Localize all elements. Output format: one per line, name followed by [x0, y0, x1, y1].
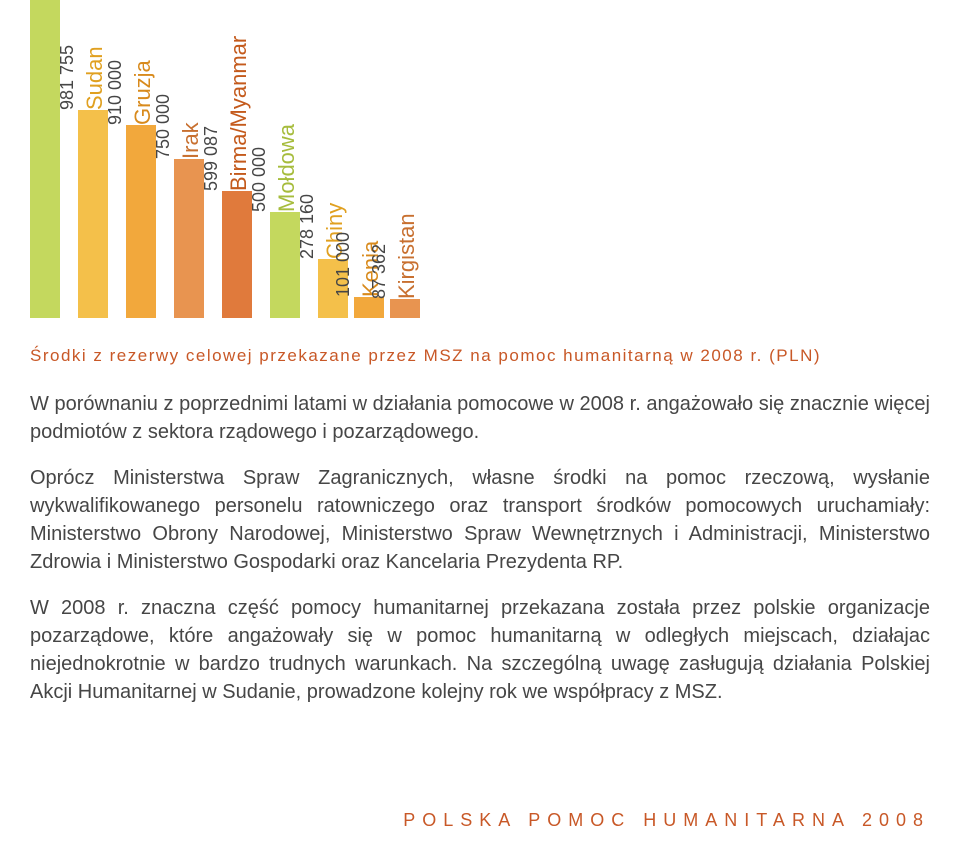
bar-7: 101 000Kenia: [354, 297, 384, 318]
bar-value: 981 755: [57, 45, 78, 110]
bar-rect: 101 000Kenia: [354, 297, 384, 318]
bar-8: 87 362Kirgistan: [390, 299, 420, 318]
bar-rect: 981 755Sudan: [78, 110, 108, 318]
bar-2: 910 000Gruzja: [126, 125, 156, 318]
bar-value: 750 000: [153, 94, 174, 159]
bar-rect: 599 087Birma/Myanmar: [222, 191, 252, 318]
bar-1: 981 755Sudan: [78, 110, 108, 318]
bar-3: 750 000Irak: [174, 159, 204, 318]
paragraph: W porównaniu z poprzednimi latami w dzia…: [30, 390, 930, 446]
paragraph: W 2008 r. znaczna część pomocy humanitar…: [30, 594, 930, 706]
bar-rect: 910 000Gruzja: [126, 125, 156, 318]
page-footer: POLSKA POMOC HUMANITARNA 2008: [403, 810, 930, 831]
bar-rect: 1 500 000Ukraina: [30, 0, 60, 318]
bar-5: 500 000Mołdowa: [270, 212, 300, 318]
bar-value: 500 000: [249, 147, 270, 212]
bar-4: 599 087Birma/Myanmar: [222, 191, 252, 318]
bar-label: Kirgistan: [394, 214, 420, 300]
bar-0: 1 500 000Ukraina: [30, 0, 60, 318]
bar-chart: 1 500 000Ukraina 981 755Sudan 910 000Gruzj…: [30, 0, 930, 318]
bar-rect: 500 000Mołdowa: [270, 212, 300, 318]
bar-value: 101 000: [333, 232, 354, 297]
paragraph: Oprócz Ministerstwa Spraw Zagranicznych,…: [30, 464, 930, 576]
bar-value: 910 000: [105, 60, 126, 125]
bar-value: 87 362: [369, 244, 390, 299]
bar-value: 278 160: [297, 194, 318, 259]
chart-caption: Środki z rezerwy celowej przekazane prze…: [30, 346, 930, 366]
bar-rect: 87 362Kirgistan: [390, 299, 420, 318]
bar-value: 599 087: [201, 126, 222, 191]
body-text: W porównaniu z poprzednimi latami w dzia…: [30, 390, 930, 706]
bar-rect: 750 000Irak: [174, 159, 204, 318]
